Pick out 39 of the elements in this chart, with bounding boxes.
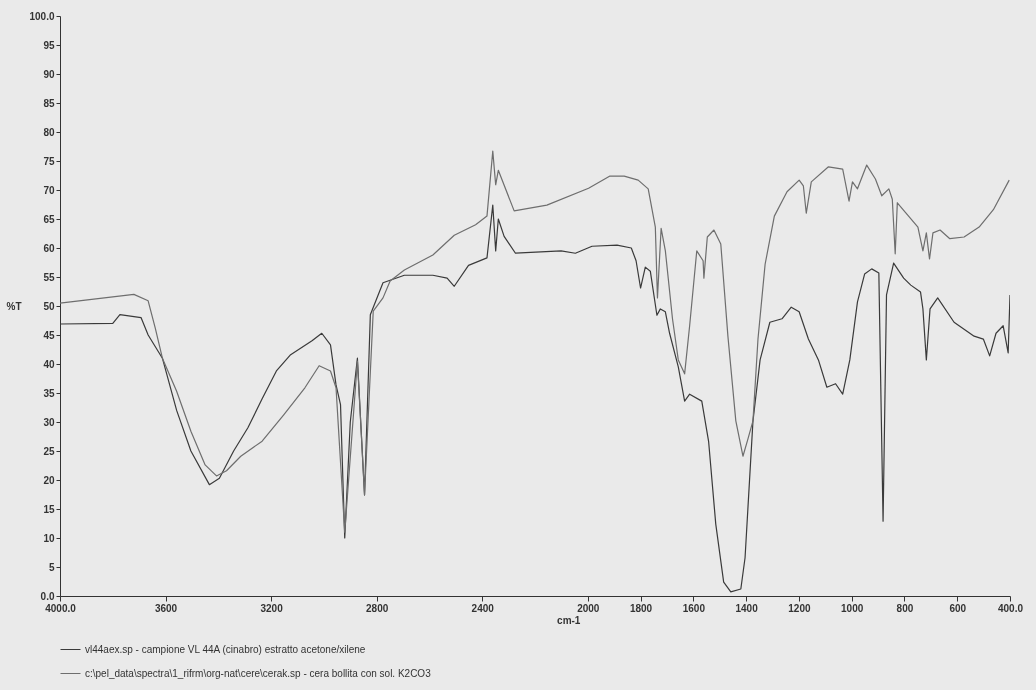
y-axis-title: %T <box>6 300 22 312</box>
x-tick-label: 2000 <box>577 602 600 614</box>
x-tick-label: 3600 <box>154 602 178 614</box>
legend-label: c:\pel_data\spectra\1_rifrm\org-nat\cere\cerak.sp - cera bollita con sol. K2CO3 <box>85 667 432 679</box>
y-tick-label: 90 <box>43 68 55 80</box>
x-tick-label: 800 <box>896 602 914 614</box>
x-tick-label: 1200 <box>788 602 811 614</box>
y-tick-label: 45 <box>43 329 55 341</box>
x-tick-label: 1800 <box>629 602 653 614</box>
x-tick-label: 2400 <box>471 602 495 614</box>
x-tick-label: 600 <box>949 602 967 614</box>
y-tick-label: 75 <box>43 155 55 167</box>
y-tick-label: 100.0 <box>29 10 55 22</box>
y-tick-label: 85 <box>43 97 55 109</box>
y-tick-label: 50 <box>43 300 55 312</box>
y-tick-label: 70 <box>43 184 55 196</box>
y-tick-label: 60 <box>43 242 55 254</box>
x-tick-label: 3200 <box>260 602 284 614</box>
y-tick-label: 35 <box>43 387 55 399</box>
x-tick-label: 2800 <box>366 602 389 614</box>
y-tick-label: 80 <box>43 126 55 138</box>
x-tick-label: 400.0 <box>997 602 1024 614</box>
x-tick-label: 4000.0 <box>45 602 77 614</box>
y-tick-label: 5 <box>48 561 55 573</box>
y-tick-label: 10 <box>43 532 55 544</box>
y-tick-label: 15 <box>43 503 55 515</box>
y-tick-label: 40 <box>43 358 55 370</box>
x-tick-label: 1000 <box>841 602 864 614</box>
x-tick-label: 1600 <box>682 602 706 614</box>
y-tick-label: 20 <box>43 474 55 486</box>
y-tick-label: 25 <box>43 445 55 457</box>
y-tick-label: 95 <box>43 39 55 51</box>
y-tick-label: 55 <box>43 271 55 283</box>
y-tick-label: 30 <box>43 416 55 428</box>
legend-label: vl44aex.sp - campione VL 44A (cinabro) estratto acetone/xilene <box>85 643 366 655</box>
y-tick-label: 65 <box>43 213 55 225</box>
x-axis-title: cm-1 <box>557 614 581 626</box>
y-tick-label: 0.0 <box>40 590 55 602</box>
x-tick-label: 1400 <box>735 602 759 614</box>
